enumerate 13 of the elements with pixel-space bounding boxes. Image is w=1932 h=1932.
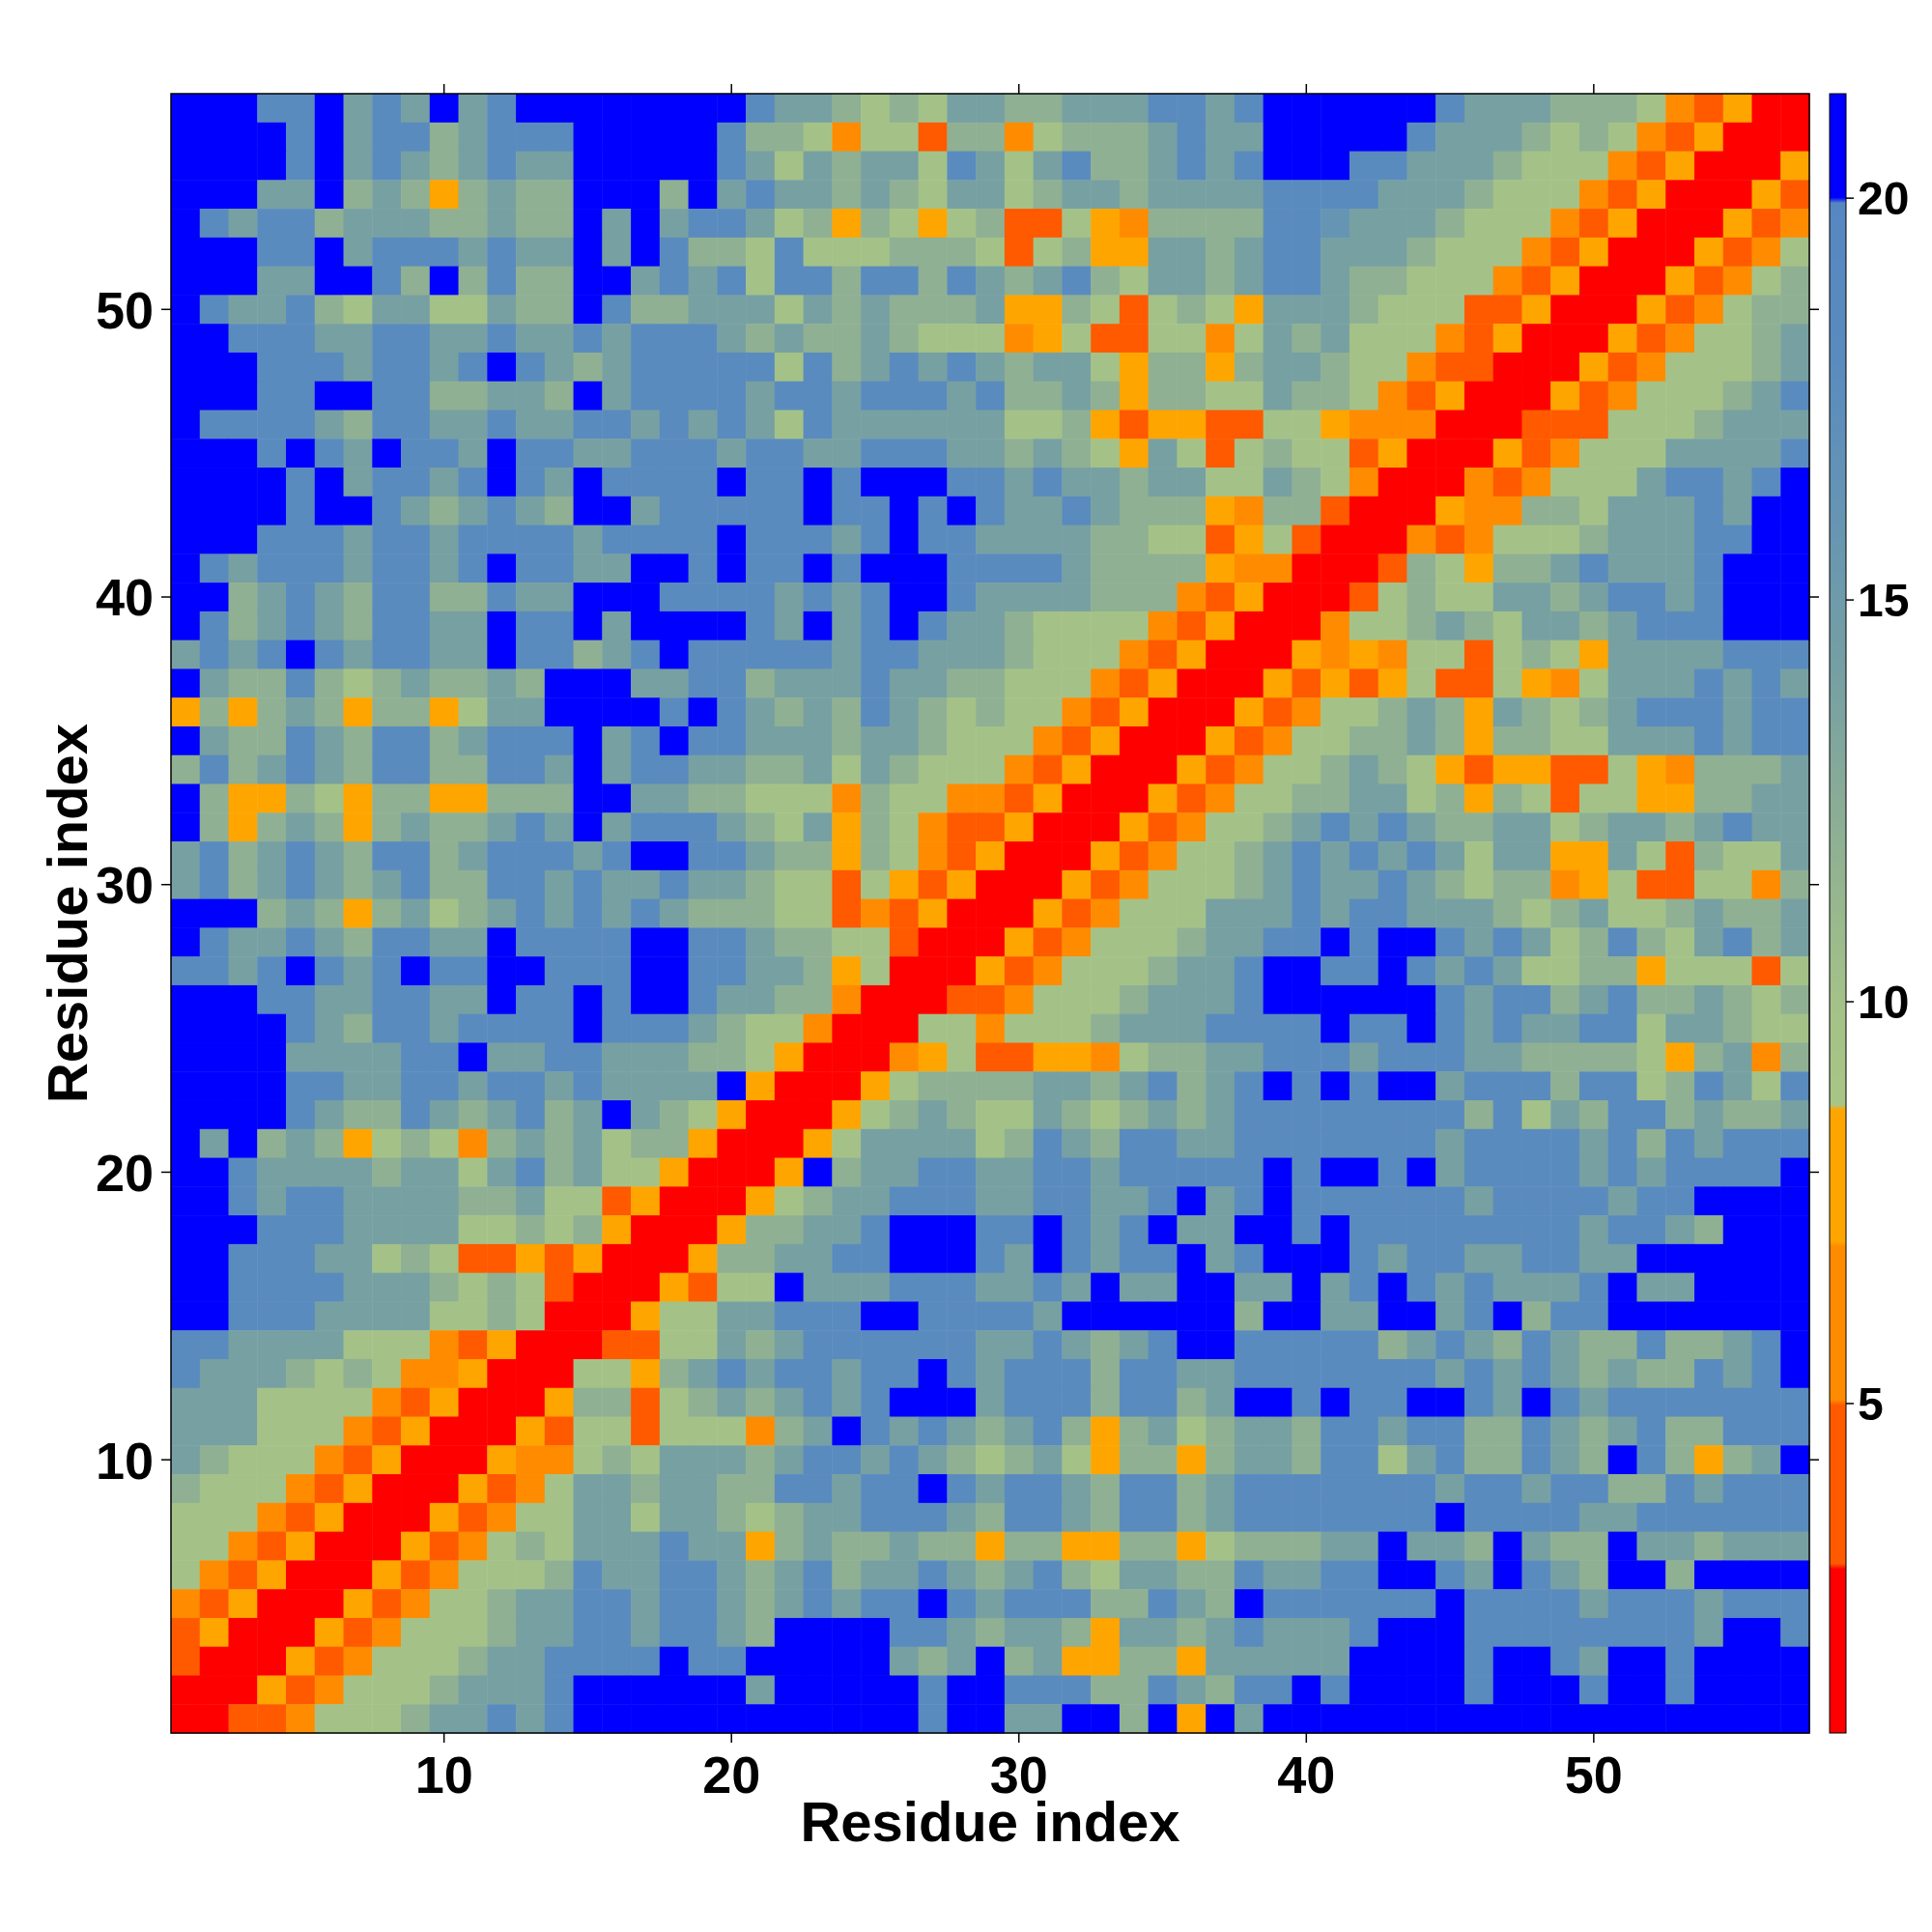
color-bar-label: 5 <box>1858 1378 1884 1431</box>
y-tick-label: 50 <box>95 280 154 339</box>
y-tick-label: 10 <box>95 1431 154 1490</box>
color-bar-label: 15 <box>1858 575 1910 627</box>
x-tick-label: 20 <box>702 1746 761 1804</box>
x-tick-label: 10 <box>414 1746 473 1804</box>
x-tick-label: 40 <box>1277 1746 1336 1804</box>
y-tick-label: 30 <box>95 856 154 915</box>
y-tick-label: 40 <box>95 568 154 627</box>
y-tick-label: 20 <box>95 1143 154 1202</box>
color-bar-label: 20 <box>1858 173 1910 225</box>
color-bar-label: 10 <box>1858 977 1910 1029</box>
x-tick-label: 50 <box>1564 1746 1623 1804</box>
